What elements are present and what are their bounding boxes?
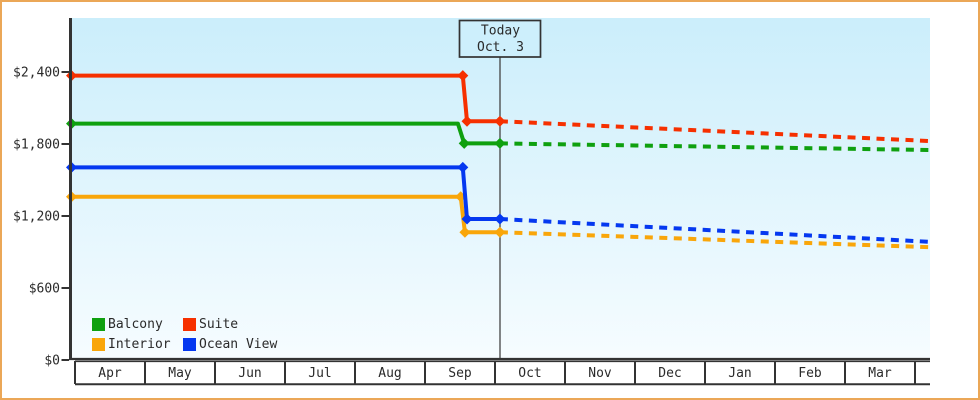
legend-label-balcony: Balcony bbox=[108, 316, 163, 332]
month-label: Aug bbox=[378, 366, 401, 381]
month-label: Mar bbox=[868, 366, 892, 381]
legend-swatch-balcony bbox=[92, 317, 105, 331]
y-tick-label: $1,200 bbox=[13, 210, 60, 225]
legend: Balcony Suite Interior Ocean View bbox=[92, 314, 277, 354]
legend-label-ocean-view: Ocean View bbox=[199, 336, 278, 352]
month-label: Oct bbox=[518, 366, 541, 381]
legend-item-suite: Suite bbox=[183, 314, 277, 334]
month-band: Apr May Jun Jul Aug Sep Oct Nov Dec Jan Feb Mar bbox=[74, 360, 930, 386]
marker-interior bbox=[494, 226, 506, 238]
month-label: Feb bbox=[798, 366, 822, 381]
month-label: Dec bbox=[658, 366, 681, 381]
y-tick-label: $0 bbox=[44, 354, 60, 369]
today-box bbox=[458, 19, 542, 58]
legend-swatch-suite bbox=[183, 317, 196, 331]
marker-suite bbox=[494, 115, 506, 127]
y-tick-label: $600 bbox=[29, 282, 60, 297]
marker-suite bbox=[457, 70, 469, 82]
marker-balcony bbox=[458, 137, 470, 149]
series-line-balcony bbox=[71, 121, 500, 146]
month-label: May bbox=[168, 366, 192, 381]
marker-interior bbox=[459, 226, 471, 238]
legend-item-interior: Interior bbox=[92, 334, 183, 354]
marker-ocean-view bbox=[457, 161, 469, 173]
legend-swatch-interior bbox=[92, 337, 105, 351]
series-lines bbox=[66, 70, 930, 250]
series-line-interior bbox=[71, 194, 500, 235]
y-axis-ticks: $2,400 $1,800 $1,200 $600 $0 bbox=[13, 66, 69, 369]
month-label: Jun bbox=[238, 366, 261, 381]
legend-item-ocean-view: Ocean View bbox=[183, 334, 277, 354]
month-label: Jan bbox=[728, 366, 751, 381]
month-label: Sep bbox=[448, 366, 472, 381]
month-label: Jul bbox=[308, 366, 331, 381]
legend-label-interior: Interior bbox=[108, 336, 171, 352]
legend-swatch-ocean-view bbox=[183, 337, 196, 351]
month-label: Nov bbox=[588, 366, 612, 381]
legend-label-suite: Suite bbox=[199, 316, 239, 332]
marker-balcony bbox=[494, 137, 506, 149]
today-callout: Today Oct. 3 bbox=[458, 19, 542, 58]
legend-item-balcony: Balcony bbox=[92, 314, 183, 334]
marker-suite bbox=[461, 115, 473, 127]
plot-background bbox=[72, 18, 930, 358]
series-line-ocean-view bbox=[71, 165, 500, 221]
y-tick-label: $2,400 bbox=[13, 66, 60, 81]
y-tick-label: $1,800 bbox=[13, 138, 60, 153]
marker-ocean-view bbox=[461, 213, 473, 225]
marker-ocean-view bbox=[494, 213, 506, 225]
month-label: Apr bbox=[98, 366, 122, 381]
series-line-suite bbox=[71, 73, 500, 124]
today-label-line1: Today bbox=[481, 24, 520, 39]
today-label-line2: Oct. 3 bbox=[477, 40, 524, 55]
